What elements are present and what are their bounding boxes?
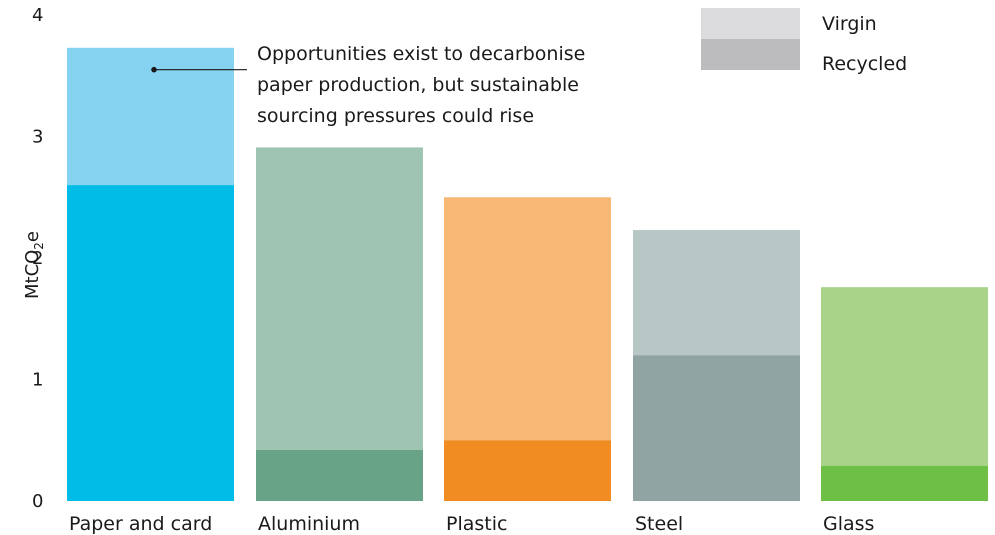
category-label: Aluminium	[258, 513, 360, 535]
annotation: Opportunities exist to decarbonise paper…	[151, 43, 585, 127]
y-axis: 0 1 2 3 4	[32, 5, 43, 512]
annotation-line-2: paper production, but sustainable	[257, 74, 579, 96]
annotation-dot	[151, 66, 157, 73]
y-axis-label-subscript: 2	[32, 242, 46, 250]
legend-label-recycled: Recycled	[822, 53, 907, 75]
y-axis-label-tail: e	[22, 231, 43, 242]
annotation-line-3: sourcing pressures could rise	[257, 105, 534, 127]
bar-virgin-segment	[256, 147, 423, 450]
y-axis-label-main: MtCO	[22, 250, 43, 299]
bar-recycled-segment	[67, 185, 234, 501]
bar-recycled-segment	[633, 355, 800, 501]
bar-virgin-segment	[67, 47, 234, 186]
category-label: Glass	[823, 513, 874, 535]
legend-swatch-recycled	[701, 39, 800, 70]
annotation-line-1: Opportunities exist to decarbonise	[257, 43, 585, 65]
y-axis-label: MtCO2e	[22, 231, 46, 299]
bar-virgin-segment	[444, 197, 611, 441]
bar-virgin-segment	[821, 287, 988, 466]
legend: Virgin Recycled	[701, 8, 907, 75]
y-tick-label: 4	[32, 5, 43, 26]
bar-recycled-segment	[821, 465, 988, 501]
category-label: Plastic	[446, 513, 507, 535]
bar-recycled-segment	[256, 449, 423, 501]
y-tick-label: 1	[32, 370, 43, 391]
category-label: Steel	[635, 513, 683, 535]
category-labels: Paper and card Aluminium Plastic Steel Glass	[69, 513, 874, 535]
y-tick-label: 3	[32, 127, 43, 148]
bar-recycled-segment	[444, 440, 611, 501]
y-tick-label: 2	[32, 248, 43, 269]
y-tick-label: 0	[32, 491, 43, 512]
legend-label-virgin: Virgin	[822, 13, 877, 35]
bar-virgin-segment	[633, 230, 800, 356]
bars	[67, 47, 988, 501]
legend-swatch-virgin	[701, 8, 800, 39]
category-label: Paper and card	[69, 513, 212, 535]
